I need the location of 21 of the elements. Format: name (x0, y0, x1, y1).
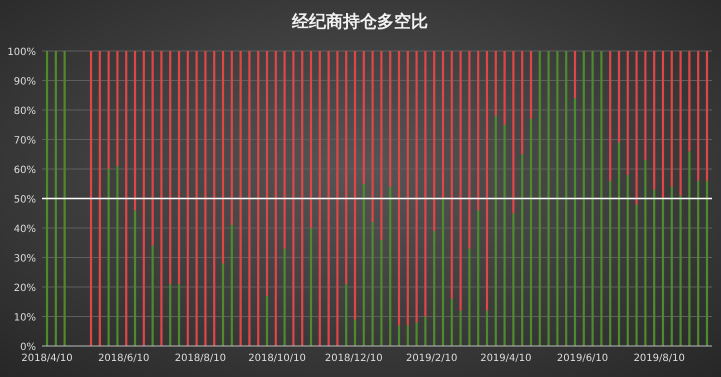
y-tick-label: 20% (14, 283, 36, 294)
x-tick-label: 2019/4/10 (480, 353, 532, 364)
y-tick-label: 80% (14, 106, 36, 117)
y-tick-label: 90% (14, 76, 36, 88)
x-tick-label: 2018/6/10 (98, 353, 150, 364)
x-tick-label: 2019/8/10 (634, 353, 685, 364)
y-tick-label: 10% (14, 312, 36, 324)
x-tick-label: 2019/2/10 (406, 353, 458, 364)
y-tick-label: 60% (14, 165, 36, 176)
y-tick-label: 100% (7, 47, 36, 58)
y-tick-label: 30% (14, 254, 36, 264)
y-tick-label: 0% (20, 342, 36, 353)
y-tick-label: 50% (14, 194, 36, 206)
x-tick-label: 2018/12/10 (324, 353, 383, 364)
x-tick-label: 2018/10/10 (248, 353, 306, 364)
y-tick-label: 70% (14, 136, 36, 146)
chart-title: 经纪商持仓多空比 (291, 12, 428, 32)
x-tick-label: 2018/4/10 (21, 353, 73, 364)
y-tick-label: 40% (14, 224, 36, 235)
x-tick-label: 2018/8/10 (174, 353, 226, 364)
x-tick-label: 2019/6/10 (556, 353, 608, 364)
